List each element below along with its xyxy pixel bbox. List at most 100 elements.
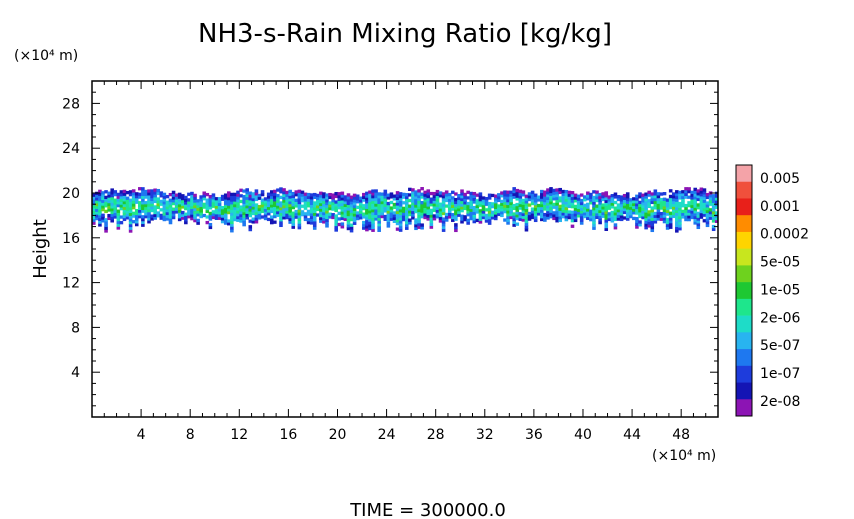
field-cell xyxy=(300,190,305,194)
field-cell xyxy=(214,211,219,215)
field-cell xyxy=(288,200,292,205)
field-cell xyxy=(101,191,105,195)
field-cell xyxy=(533,201,538,206)
field-cell xyxy=(165,217,170,221)
field-cell xyxy=(460,214,464,218)
field-cell xyxy=(285,210,289,214)
field-cell xyxy=(451,218,455,222)
field-cell xyxy=(432,217,437,221)
field-cell xyxy=(509,201,513,206)
field-cell xyxy=(371,192,375,196)
field-cell xyxy=(592,204,596,208)
x-tick-label: 4 xyxy=(137,427,146,443)
field-cell xyxy=(279,220,283,225)
field-cell xyxy=(177,212,182,216)
field-cell xyxy=(604,216,609,220)
field-cell xyxy=(598,209,602,214)
field-cell xyxy=(374,192,378,196)
field-cell xyxy=(699,195,704,200)
field-cell xyxy=(144,212,148,216)
field-cell xyxy=(150,189,154,193)
field-cell xyxy=(659,214,664,219)
field-cell xyxy=(340,191,345,195)
field-cell xyxy=(671,197,676,202)
field-cell xyxy=(484,213,489,218)
field-cell xyxy=(398,208,403,213)
field-cell xyxy=(622,196,627,201)
field-cell xyxy=(171,207,176,211)
field-cell xyxy=(101,202,105,206)
field-cell xyxy=(365,211,369,215)
field-cell xyxy=(260,192,265,197)
field-cell xyxy=(432,200,437,204)
field-cell xyxy=(168,209,173,214)
field-cell xyxy=(184,212,188,216)
field-cell xyxy=(420,223,424,227)
field-cell xyxy=(481,204,486,209)
field-cell xyxy=(441,223,446,227)
field-cell xyxy=(429,197,434,201)
field-cell xyxy=(150,208,154,213)
field-cell xyxy=(159,213,164,218)
field-cell xyxy=(693,221,698,225)
field-cell xyxy=(635,225,639,229)
field-cell xyxy=(656,211,661,216)
field-cell xyxy=(177,192,182,196)
field-cell xyxy=(622,193,627,198)
field-cell xyxy=(214,213,219,218)
x-tick-labels: 4 8 12 16 20 24 28 32 36 40 44 48 xyxy=(137,427,690,443)
field-cell xyxy=(362,206,366,211)
field-cell xyxy=(420,187,424,191)
field-cell xyxy=(279,195,283,200)
field-cell xyxy=(276,205,280,209)
field-cell xyxy=(371,228,375,232)
field-cell xyxy=(199,200,203,205)
field-cell xyxy=(466,218,470,222)
field-cell xyxy=(371,211,375,216)
field-cell xyxy=(312,215,317,219)
field-cell xyxy=(613,192,618,196)
field-cell xyxy=(543,218,547,222)
field-cell xyxy=(398,225,403,230)
field-cell xyxy=(665,209,670,213)
field-cell xyxy=(457,213,461,217)
field-cell xyxy=(451,213,455,217)
field-cell xyxy=(656,208,661,213)
field-cell xyxy=(405,221,409,225)
field-cell xyxy=(610,216,615,220)
field-cell xyxy=(567,193,572,197)
field-cell xyxy=(518,206,523,210)
field-cell xyxy=(699,193,704,197)
field-cell xyxy=(141,195,145,199)
field-cell xyxy=(460,203,464,207)
field-cell xyxy=(184,218,188,222)
field-cell xyxy=(527,195,532,199)
field-cell xyxy=(696,225,701,230)
field-cell xyxy=(561,195,566,199)
field-cell xyxy=(199,206,203,210)
field-cell xyxy=(635,211,639,215)
field-cell xyxy=(512,215,516,219)
field-cell xyxy=(558,218,562,223)
field-cell xyxy=(533,215,538,220)
field-cell xyxy=(493,202,498,207)
field-cell xyxy=(432,203,437,207)
field-cell xyxy=(386,193,391,197)
field-cell xyxy=(509,193,513,197)
field-cell xyxy=(199,209,203,213)
field-cell xyxy=(684,206,688,211)
field-cell xyxy=(714,219,719,223)
field-cell xyxy=(168,206,173,211)
field-cell xyxy=(543,207,547,211)
field-cell xyxy=(312,204,317,208)
field-cell xyxy=(199,212,203,216)
field-cell xyxy=(368,207,372,211)
field-cell xyxy=(451,199,455,203)
field-cell xyxy=(257,196,262,200)
field-cell xyxy=(607,212,612,216)
field-cell xyxy=(625,200,630,204)
field-cell xyxy=(665,220,670,225)
field-cell xyxy=(263,205,268,209)
field-cell xyxy=(113,206,118,211)
field-cell xyxy=(699,204,704,208)
